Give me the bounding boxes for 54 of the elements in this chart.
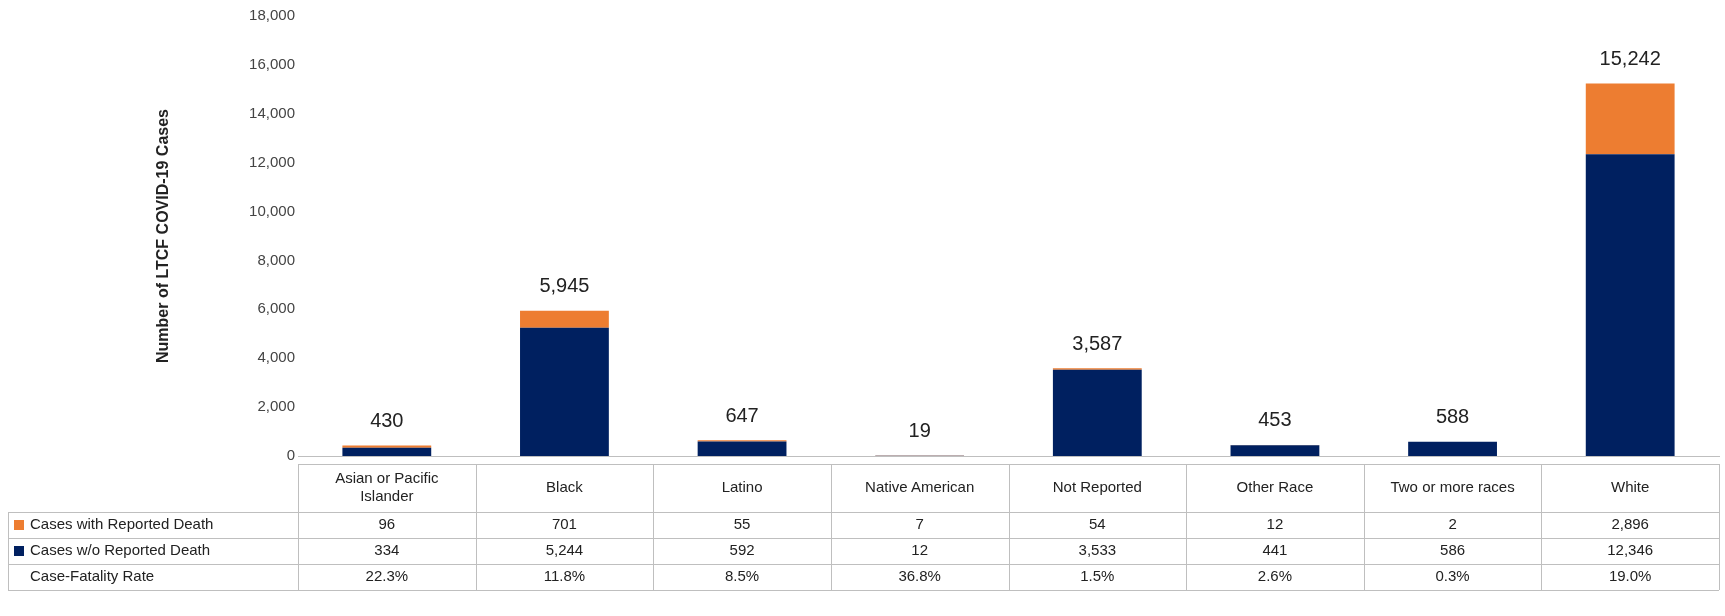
- text: 8.5%: [724, 567, 760, 585]
- text: 19.0%: [1608, 567, 1652, 585]
- x-tick-label: Latino: [721, 478, 763, 496]
- y-tick-label: 14,000: [249, 103, 295, 121]
- data-label: 54: [1088, 515, 1106, 533]
- data-label: 7: [915, 515, 924, 533]
- y-tick-label: 2,000: [257, 397, 295, 415]
- data-label: 592: [729, 541, 755, 559]
- x-tick-label: White: [1611, 478, 1650, 496]
- text: 2.6%: [1257, 567, 1293, 585]
- legend-label: Cases w/o Reported Death: [30, 541, 211, 559]
- data-label: 3,533: [1078, 541, 1117, 559]
- y-tick-label: 8,000: [257, 250, 295, 268]
- data-label: 334: [374, 541, 400, 559]
- x-tick-label: Native American: [865, 478, 975, 496]
- data-label: 12: [1266, 515, 1284, 533]
- text: 22.3%: [365, 567, 409, 585]
- total-label: 430: [370, 409, 404, 431]
- total-label: 5,945: [539, 274, 590, 297]
- y-tick-label: 16,000: [249, 55, 295, 73]
- text: Case-Fatality Rate: [30, 567, 155, 585]
- x-tick-label: Two or more races: [1390, 478, 1515, 496]
- y-tick-label: 0: [286, 446, 295, 464]
- legend-label: Cases with Reported Death: [30, 515, 214, 533]
- text: 0.3%: [1435, 567, 1470, 585]
- data-label: 12,346: [1607, 541, 1654, 559]
- y-tick-label: 10,000: [249, 201, 295, 219]
- text: 36.8%: [898, 567, 941, 585]
- total-label: 19: [908, 419, 931, 442]
- text: 11.8%: [543, 567, 586, 585]
- total-label: 453: [1258, 408, 1292, 431]
- data-label: 586: [1440, 541, 1466, 559]
- data-label: 2,896: [1611, 515, 1649, 533]
- text: 1.5%: [1080, 567, 1115, 585]
- x-tick-label: Asian or Pacific Islander: [335, 469, 439, 505]
- data-label: 2: [1448, 515, 1457, 533]
- y-tick-label: 12,000: [249, 152, 295, 170]
- data-label: 96: [378, 515, 396, 533]
- total-label: 588: [1435, 405, 1470, 428]
- total-label: 15,242: [1599, 46, 1661, 69]
- data-label: 12: [911, 541, 929, 559]
- x-tick-label: Black: [546, 478, 584, 496]
- y-tick-label: 18,000: [249, 6, 295, 24]
- data-label: 55: [733, 515, 751, 533]
- y-tick-label: 4,000: [257, 348, 295, 366]
- x-tick-label: Other Race: [1236, 478, 1314, 496]
- data-label: 5,244: [545, 541, 584, 559]
- y-tick-label: 6,000: [257, 299, 295, 317]
- data-label: 441: [1262, 541, 1288, 559]
- data-label: 701: [551, 515, 577, 533]
- total-label: 3,587: [1072, 331, 1123, 354]
- x-tick-label: Not Reported: [1052, 478, 1142, 496]
- total-label: 647: [725, 403, 759, 426]
- y-axis-title: Number of LTCF COVID-19 Cases: [154, 108, 172, 363]
